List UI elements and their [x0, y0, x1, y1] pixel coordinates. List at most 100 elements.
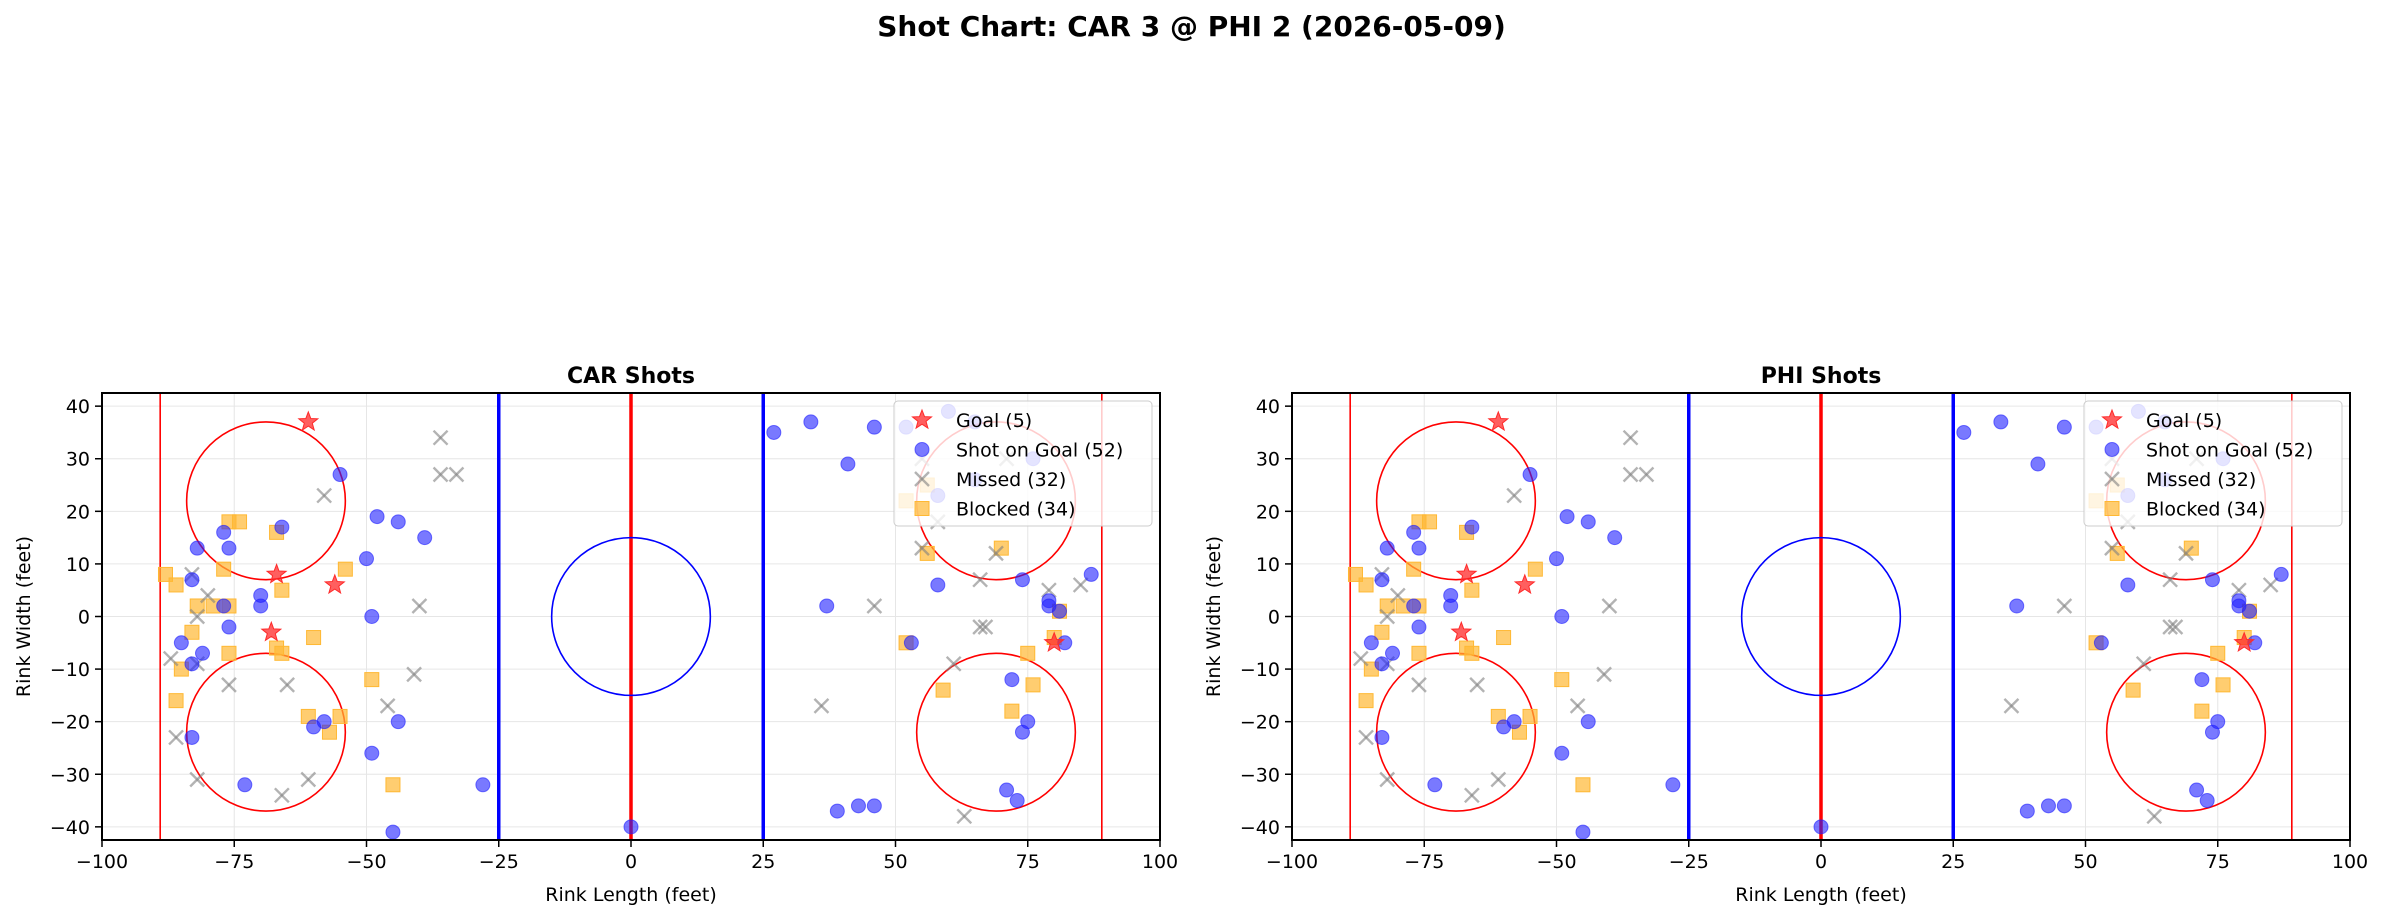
missed-point-b: [406, 666, 422, 683]
shot-point: [1014, 572, 1030, 588]
missed-point-b: [1596, 666, 1612, 683]
legend-label: Shot on Goal (52): [2146, 440, 2313, 462]
missed-point-b: [279, 677, 295, 693]
blocked-point: [385, 777, 401, 793]
shot-point: [2056, 419, 2072, 435]
missed-point: [300, 771, 317, 788]
missed-point-b: [316, 487, 333, 504]
missed-point: [956, 808, 973, 825]
shot-point: [364, 745, 380, 761]
data-points: [157, 403, 1099, 840]
shot-point: [364, 609, 380, 624]
chart-title: PHI Shots: [1761, 364, 1882, 389]
legend-marker: [914, 471, 930, 487]
y-tick-label: −40: [1240, 817, 1280, 839]
y-tick-label: −10: [50, 659, 90, 681]
x-tick-label: −75: [1404, 851, 1444, 873]
blocked-point: [1464, 645, 1480, 661]
blocked-point: [232, 514, 248, 530]
blocked-point: [1379, 598, 1395, 614]
legend-marker: [2104, 501, 2120, 516]
y-tick-label: −10: [1240, 659, 1280, 681]
missed-point-b: [1379, 771, 1396, 788]
shot-point: [1554, 745, 1570, 761]
missed-point: [2104, 540, 2120, 556]
legend-box: [893, 400, 1153, 527]
legend-marker: [911, 408, 933, 430]
missed-point-b: [432, 429, 449, 446]
faceoff-circle: [915, 652, 1077, 812]
blocked-point: [1411, 645, 1427, 661]
shot-point: [2019, 803, 2035, 819]
faceoff-circle: [1375, 421, 1537, 581]
x-tick-label: 100: [1142, 851, 1178, 873]
missed-point: [813, 698, 830, 714]
shot-point: [850, 798, 866, 814]
shot-point: [332, 467, 348, 483]
missed-point-b: [1358, 729, 1374, 746]
missed-point: [1072, 577, 1089, 593]
missed-point: [406, 666, 422, 683]
y-tick-label: 10: [1256, 554, 1280, 576]
shot-point: [2241, 603, 2257, 619]
blocked-point: [332, 708, 348, 724]
blocked-point: [1358, 577, 1374, 593]
legend-item: Missed (32): [2104, 469, 2256, 491]
faceoff-circle: [2105, 652, 2267, 812]
shot-point: [819, 598, 835, 614]
legend-item: Shot on Goal (52): [914, 440, 1123, 462]
blocked-point: [274, 582, 290, 598]
shot-point: [1014, 724, 1030, 740]
shot-point: [173, 635, 189, 651]
missed-point-b: [2003, 698, 2020, 714]
goal-point: [297, 410, 320, 432]
missed-point: [1411, 677, 1427, 693]
shot-point: [1051, 603, 1067, 619]
legend-item: Blocked (34): [2104, 499, 2266, 521]
x-axis: −100 −75 −50 −25 0 25 50 75 100: [76, 840, 1178, 873]
blocked-point: [216, 561, 232, 577]
shot-point: [1427, 777, 1443, 793]
y-tick-label: 20: [66, 501, 90, 523]
y-tick-label: 40: [1256, 396, 1280, 418]
shot-point: [2009, 598, 2025, 614]
missed-point-b: [1601, 598, 1618, 614]
legend-item: Goal (5): [2101, 408, 2222, 432]
shot-point: [417, 530, 433, 546]
blocked-point: [1406, 561, 1422, 577]
missed-point: [168, 729, 184, 746]
missed-point-b: [813, 698, 830, 714]
missed-point-b: [2135, 655, 2152, 672]
blocked-point: [1554, 672, 1570, 688]
missed-point-b: [2056, 598, 2073, 614]
blocked-point: [1374, 624, 1390, 640]
shot-point: [1665, 777, 1681, 793]
missed-point: [221, 677, 237, 693]
legend-label: Missed (32): [956, 469, 1066, 491]
goal-point: [260, 620, 283, 642]
shot-point: [803, 414, 819, 430]
goal-point: [323, 573, 346, 595]
y-tick-label: −30: [1240, 764, 1280, 786]
blocked-point: [1020, 645, 1036, 661]
goal-point: [1487, 410, 1510, 432]
missed-point-b: [168, 729, 184, 746]
y-axis-label: Rink Width (feet): [1203, 536, 1225, 697]
x-tick-label: 0: [625, 851, 637, 873]
blocked-point: [221, 645, 237, 661]
shot-point: [216, 598, 232, 614]
missed-point-b: [2146, 808, 2163, 825]
blocked-point: [184, 624, 200, 640]
goal-point: [1043, 631, 1066, 653]
missed-point: [1352, 650, 1369, 667]
shot-point: [195, 645, 211, 661]
y-tick-label: 30: [1256, 449, 1280, 471]
shot-point: [1554, 609, 1570, 624]
missed-point: [162, 650, 179, 667]
missed-point-b: [972, 571, 988, 588]
missed-point-b: [274, 787, 290, 804]
y-tick-label: 40: [66, 396, 90, 418]
y-tick-label: −30: [50, 764, 90, 786]
missed-point: [972, 619, 988, 635]
shot-point: [1549, 551, 1564, 567]
